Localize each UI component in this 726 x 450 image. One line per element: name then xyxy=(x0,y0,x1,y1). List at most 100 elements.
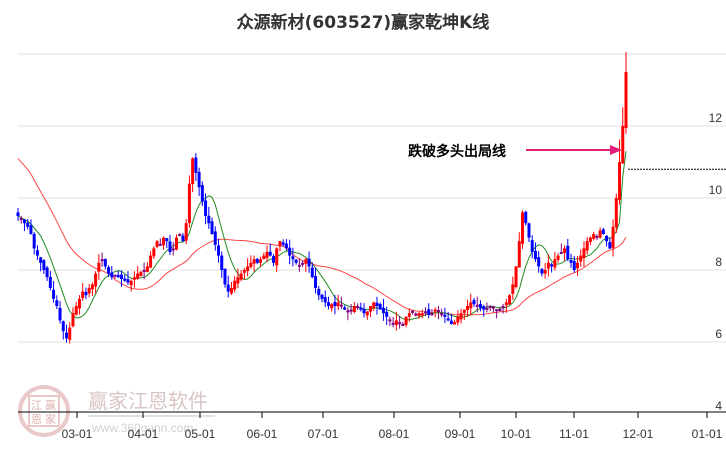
watermark: 江 赢 恩 家 赢家江恩软件 www.360gann.com xyxy=(18,385,215,437)
y-axis-labels: 4 6 8 10 12 xyxy=(709,111,723,413)
candle xyxy=(398,322,402,325)
candle xyxy=(614,198,618,228)
watermark-seal-icon xyxy=(18,385,70,437)
candle xyxy=(229,288,233,294)
candle xyxy=(126,279,130,283)
candle xyxy=(482,306,486,310)
candle xyxy=(242,270,246,273)
candle xyxy=(194,157,198,173)
candle xyxy=(187,183,191,223)
candle xyxy=(158,243,162,246)
candle xyxy=(213,231,217,245)
x-tick-label: 07-01 xyxy=(308,427,339,441)
y-tick-label: 12 xyxy=(709,111,723,125)
candle xyxy=(26,222,30,227)
candle xyxy=(326,302,330,306)
candle xyxy=(443,314,447,317)
candle xyxy=(42,260,46,270)
candle xyxy=(61,321,65,332)
x-tick-label: 08-01 xyxy=(379,427,410,441)
x-tick-label: 01-01 xyxy=(692,427,723,441)
candle xyxy=(74,306,78,315)
candle xyxy=(252,259,256,264)
candle xyxy=(394,320,398,326)
watermark-url: www.360gann.com xyxy=(91,421,193,435)
candle xyxy=(621,126,625,164)
candle xyxy=(543,270,547,274)
candle xyxy=(119,274,123,279)
trend-lines xyxy=(17,151,627,321)
candle xyxy=(339,304,343,307)
candle xyxy=(87,288,91,294)
candle xyxy=(52,289,56,299)
candle xyxy=(22,219,26,224)
candle xyxy=(343,307,347,310)
candle xyxy=(556,255,560,260)
candle xyxy=(466,306,470,310)
candle xyxy=(84,291,88,296)
candle xyxy=(284,243,288,249)
candle xyxy=(207,215,211,224)
candle xyxy=(268,251,272,256)
candle xyxy=(35,250,39,256)
candle xyxy=(485,307,489,310)
candle xyxy=(359,307,363,310)
candle xyxy=(388,319,392,322)
candle xyxy=(501,306,505,308)
candle xyxy=(81,291,85,299)
candle xyxy=(592,234,596,239)
candle xyxy=(317,288,321,296)
candle xyxy=(110,272,114,278)
candle xyxy=(330,304,334,309)
candle xyxy=(314,276,318,288)
candle xyxy=(77,298,81,309)
candle xyxy=(55,300,59,306)
y-tick-label: 6 xyxy=(715,327,722,341)
candle xyxy=(572,261,576,270)
candle xyxy=(65,332,69,339)
candle xyxy=(469,302,473,309)
candle xyxy=(336,302,340,307)
candle xyxy=(323,297,327,303)
candle xyxy=(517,241,521,268)
candle xyxy=(427,309,431,315)
candle xyxy=(349,309,353,312)
candle xyxy=(107,267,111,274)
candle xyxy=(310,267,314,278)
candle xyxy=(369,306,373,312)
candle xyxy=(259,259,263,263)
candle xyxy=(601,229,605,234)
candle xyxy=(378,303,382,310)
candle xyxy=(29,225,33,234)
candle xyxy=(162,237,166,246)
candle xyxy=(624,72,628,129)
candle xyxy=(145,266,149,272)
candle xyxy=(459,313,463,320)
candle xyxy=(19,218,23,221)
watermark-seal-char: 家 xyxy=(45,412,56,426)
candle xyxy=(385,311,389,317)
candle xyxy=(540,269,544,274)
candle xyxy=(401,324,405,326)
candle xyxy=(569,260,573,263)
candle xyxy=(588,237,592,242)
candle xyxy=(217,245,221,256)
candle xyxy=(511,284,515,294)
candle xyxy=(462,309,466,313)
candle xyxy=(171,248,175,251)
candle xyxy=(184,223,188,241)
candle xyxy=(48,276,52,288)
candle xyxy=(553,259,557,268)
candle xyxy=(220,255,224,270)
candle xyxy=(411,310,415,313)
candle xyxy=(381,307,385,314)
candle xyxy=(90,284,94,290)
annotation-label: 跌破多头出局线 xyxy=(408,143,506,160)
candle xyxy=(559,252,563,254)
candle xyxy=(527,223,531,238)
candle xyxy=(265,252,269,258)
candle xyxy=(39,257,43,263)
candle xyxy=(281,242,285,245)
candle xyxy=(478,304,482,308)
